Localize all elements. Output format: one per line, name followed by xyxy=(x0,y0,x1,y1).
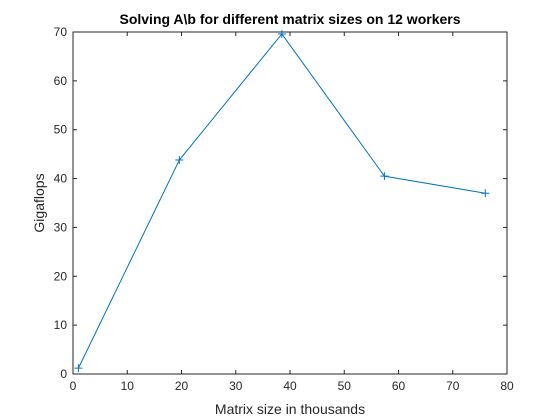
x-tick-label: 80 xyxy=(500,379,514,393)
y-tick-label: 70 xyxy=(54,25,68,39)
y-tick-label: 30 xyxy=(54,220,68,234)
data-point-marker xyxy=(175,156,184,165)
chart-title: Solving A\b for different matrix sizes o… xyxy=(119,11,460,27)
x-tick-label: 10 xyxy=(121,379,135,393)
y-tick-label: 50 xyxy=(54,123,68,137)
x-axis-label: Matrix size in thousands xyxy=(215,401,365,417)
y-tick-label: 0 xyxy=(60,367,67,381)
data-point-marker xyxy=(481,189,490,198)
x-tick-label: 70 xyxy=(446,379,460,393)
axis-ticks: 0 10 20 30 40 50 60 70 80 0 10 20 30 40 50 60 70 xyxy=(54,25,514,393)
x-tick-label: 0 xyxy=(70,379,77,393)
x-tick-label: 20 xyxy=(175,379,189,393)
series-group xyxy=(74,29,490,373)
x-tick-label: 40 xyxy=(283,379,297,393)
plot-area xyxy=(72,31,508,375)
y-tick-label: 40 xyxy=(54,172,68,186)
y-axis-label: Gigaflops xyxy=(31,173,47,232)
data-point-marker xyxy=(74,364,83,373)
y-tick-label: 20 xyxy=(54,269,68,283)
x-tick-label: 60 xyxy=(392,379,406,393)
data-point-marker xyxy=(277,29,286,38)
y-tick-label: 60 xyxy=(54,74,68,88)
x-tick-label: 30 xyxy=(229,379,243,393)
x-tick-label: 50 xyxy=(338,379,352,393)
data-point-marker xyxy=(380,172,389,181)
y-tick-label: 10 xyxy=(54,318,68,332)
